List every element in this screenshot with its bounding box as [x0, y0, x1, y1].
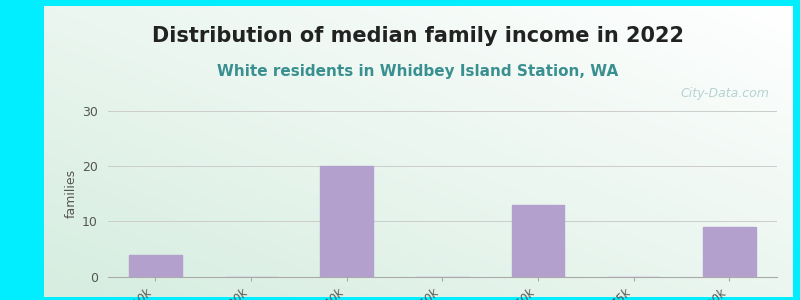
Y-axis label: families: families [65, 169, 78, 218]
Text: Distribution of median family income in 2022: Distribution of median family income in … [152, 26, 684, 46]
Bar [512, 205, 564, 277]
Text: White residents in Whidbey Island Station, WA: White residents in Whidbey Island Statio… [218, 64, 618, 79]
Bar [703, 227, 755, 277]
Bar [129, 254, 182, 277]
Text: City-Data.com: City-Data.com [681, 88, 770, 100]
Bar [320, 166, 373, 277]
